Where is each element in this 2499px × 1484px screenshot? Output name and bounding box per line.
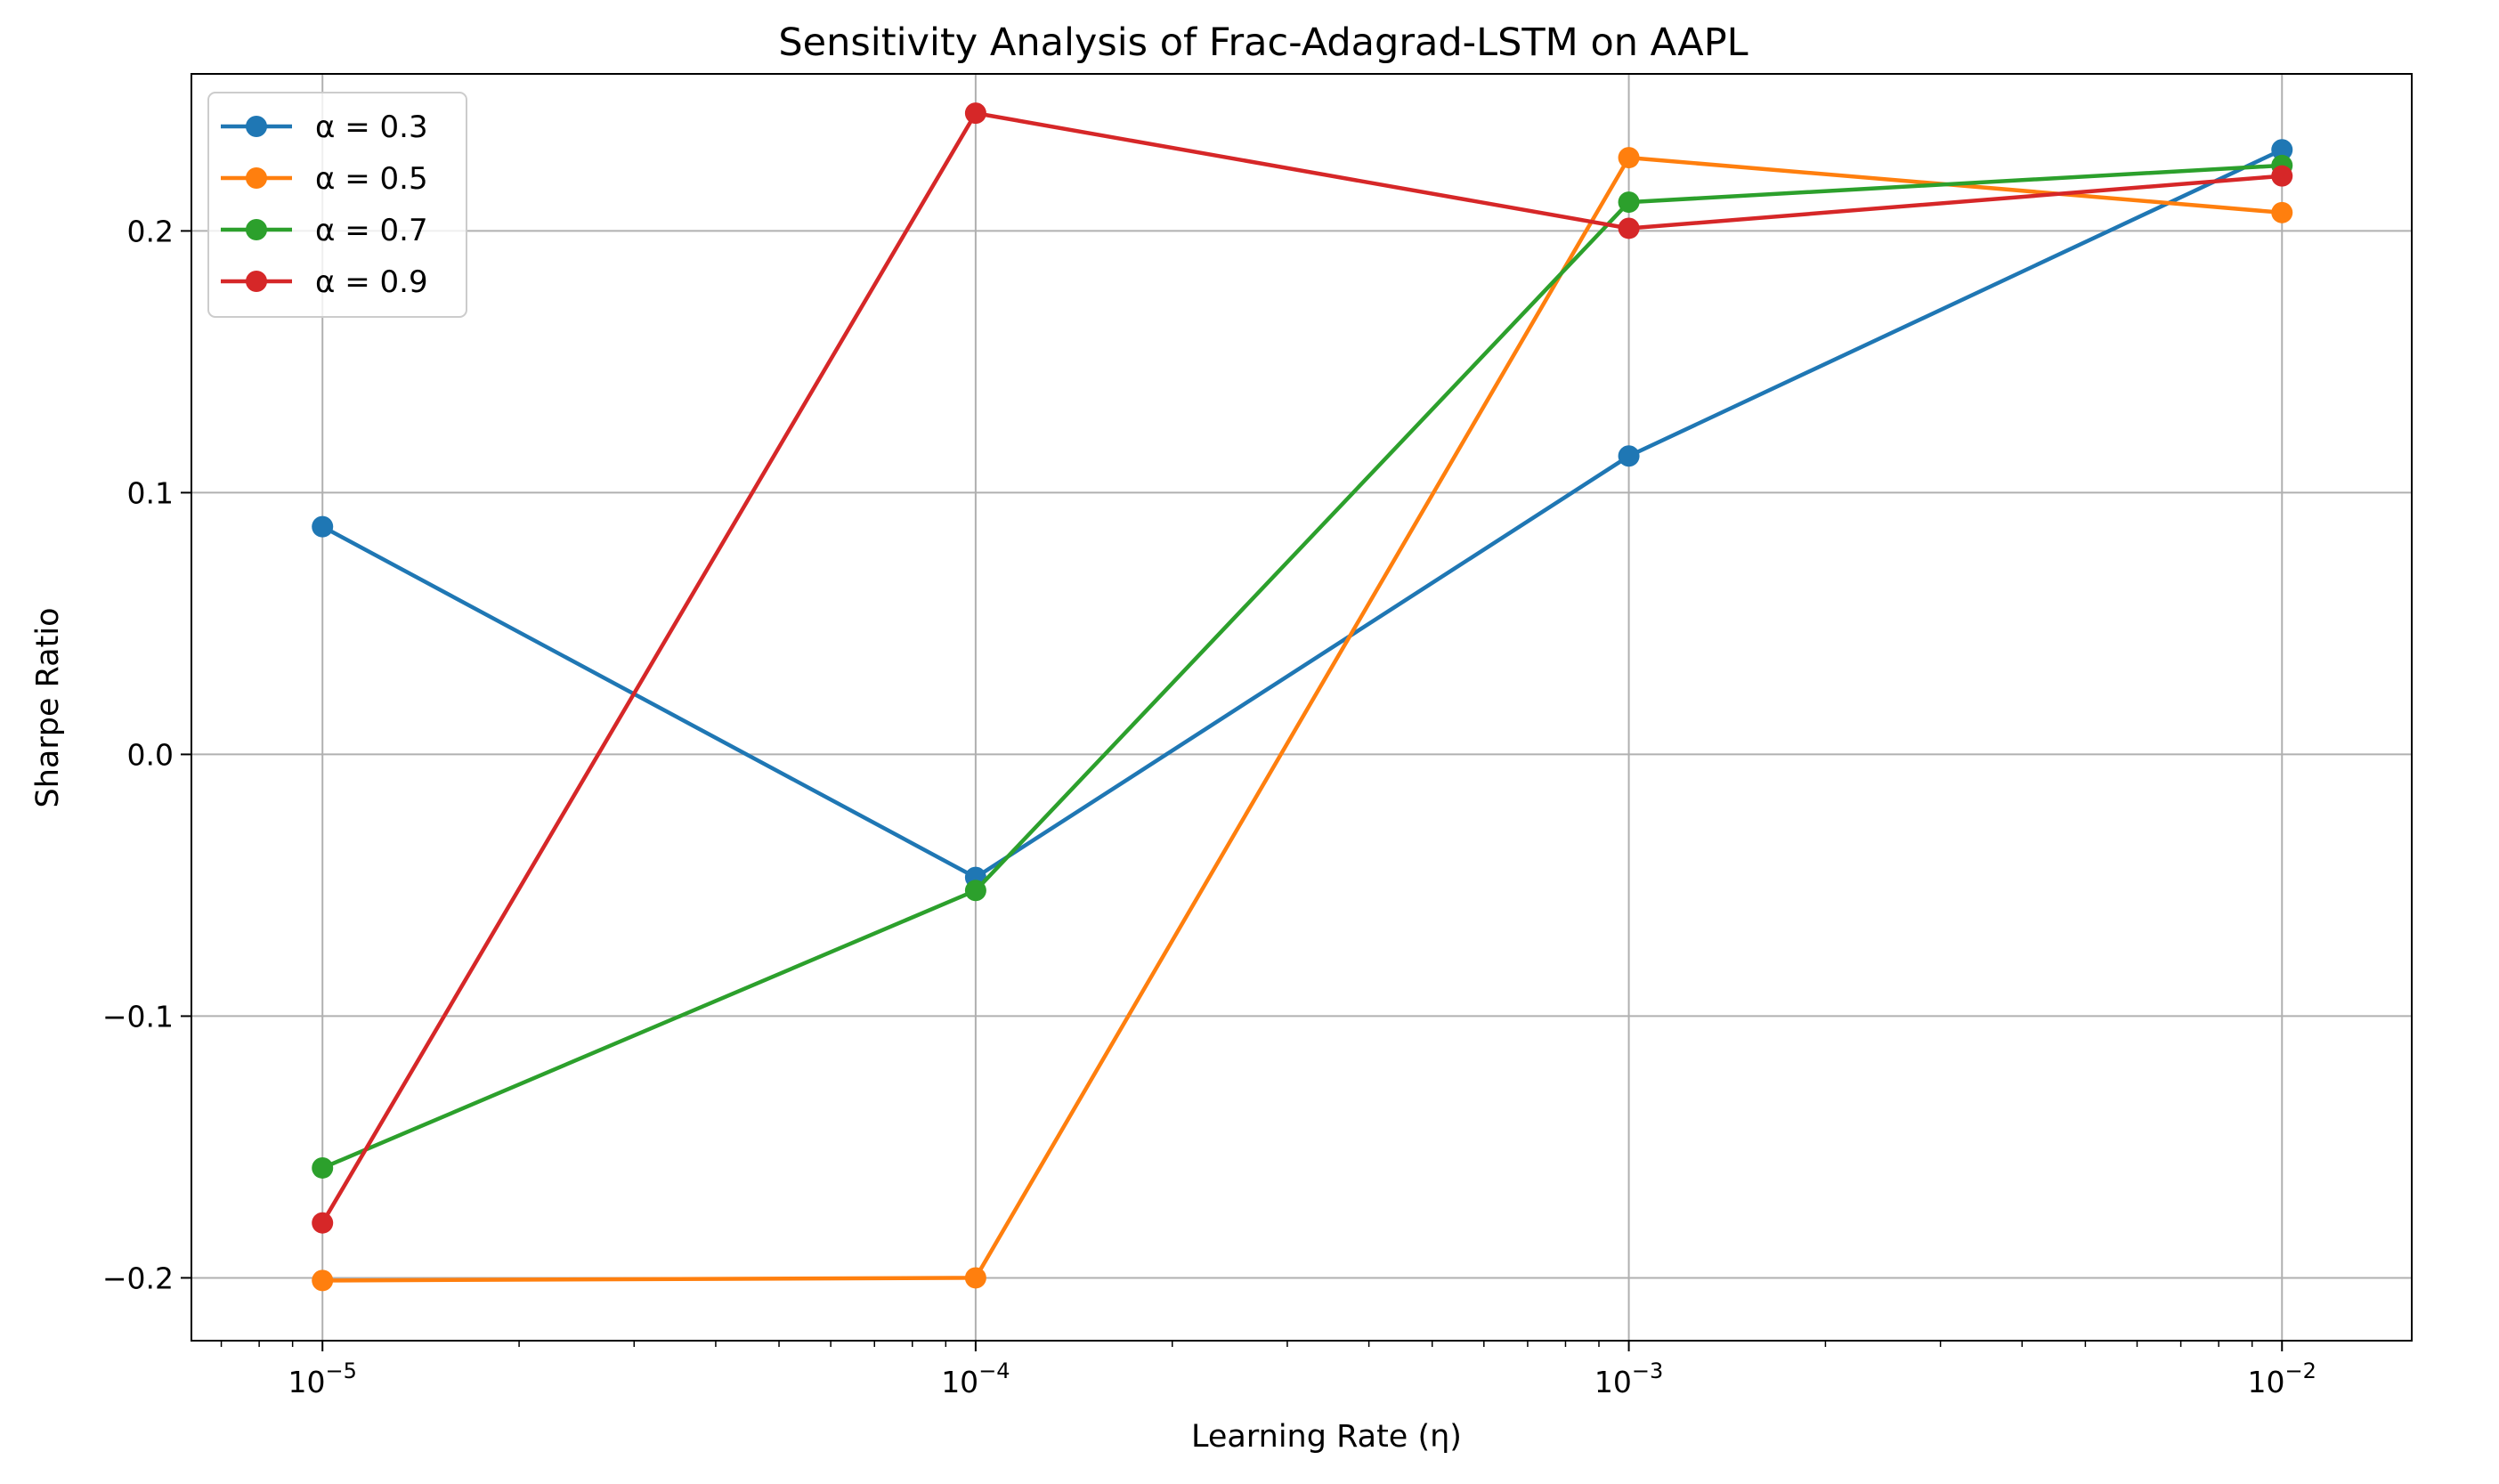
- y-tick-label: −0.1: [102, 999, 174, 1034]
- data-point: [2271, 201, 2293, 223]
- x-tick-label: 10−2: [2248, 1358, 2316, 1399]
- y-tick-label: 0.0: [127, 737, 174, 772]
- legend-marker: [246, 116, 267, 137]
- data-point: [964, 102, 986, 125]
- data-point: [312, 1269, 334, 1292]
- x-tick-base: 10: [288, 1365, 326, 1399]
- legend-marker: [246, 219, 267, 240]
- data-point: [1618, 147, 1640, 169]
- y-tick-label: 0.2: [127, 214, 174, 248]
- y-axis-label: Sharpe Ratio: [30, 608, 66, 808]
- x-tick-label: 10−5: [288, 1358, 357, 1399]
- data-point: [964, 880, 986, 902]
- data-point: [964, 1267, 986, 1289]
- data-point: [1618, 445, 1640, 467]
- y-tick-label: −0.2: [102, 1261, 174, 1295]
- x-tick-exponent: −2: [2285, 1358, 2316, 1383]
- data-point: [312, 1156, 334, 1179]
- legend-label: α = 0.5: [315, 161, 428, 197]
- series-line: [320, 110, 2283, 1224]
- chart-title: Sensitivity Analysis of Frac-Adagrad-LST…: [778, 20, 1748, 65]
- legend-marker: [246, 271, 267, 292]
- x-tick-exponent: −4: [978, 1358, 1010, 1383]
- x-tick-exponent: −5: [326, 1358, 357, 1383]
- x-tick-exponent: −3: [1632, 1358, 1663, 1383]
- plot-frame: [191, 73, 2413, 1342]
- data-point: [1618, 191, 1640, 214]
- data-point: [2271, 165, 2293, 187]
- data-point: [2271, 139, 2293, 161]
- x-axis-label: Learning Rate (η): [1191, 1419, 1462, 1455]
- grid: [191, 74, 2412, 1341]
- legend-box: [207, 92, 467, 318]
- legend: α = 0.3 α = 0.5 α = 0.7 α = 0.9: [207, 92, 467, 318]
- y-tick-label: 0.1: [127, 475, 174, 510]
- series-line: [321, 148, 2284, 880]
- series-line: [322, 155, 2283, 1283]
- series-line: [321, 163, 2283, 1171]
- legend-label: α = 0.9: [315, 264, 428, 300]
- x-tick-base: 10: [1594, 1365, 1632, 1399]
- data-point: [1618, 217, 1640, 239]
- axis-ticks: 10−5 10−4 10−3 10−2−0.2−0.10.00.10.2: [102, 214, 2316, 1399]
- x-tick-label: 10−3: [1594, 1358, 1663, 1399]
- x-tick-base: 10: [2248, 1365, 2285, 1399]
- legend-marker: [246, 167, 267, 189]
- legend-label: α = 0.3: [315, 109, 428, 145]
- legend-label: α = 0.7: [315, 213, 428, 248]
- series-lines: [312, 102, 2293, 1292]
- data-point: [312, 1212, 334, 1234]
- x-tick-label: 10−4: [941, 1358, 1010, 1399]
- data-point: [312, 515, 334, 538]
- x-tick-base: 10: [941, 1365, 978, 1399]
